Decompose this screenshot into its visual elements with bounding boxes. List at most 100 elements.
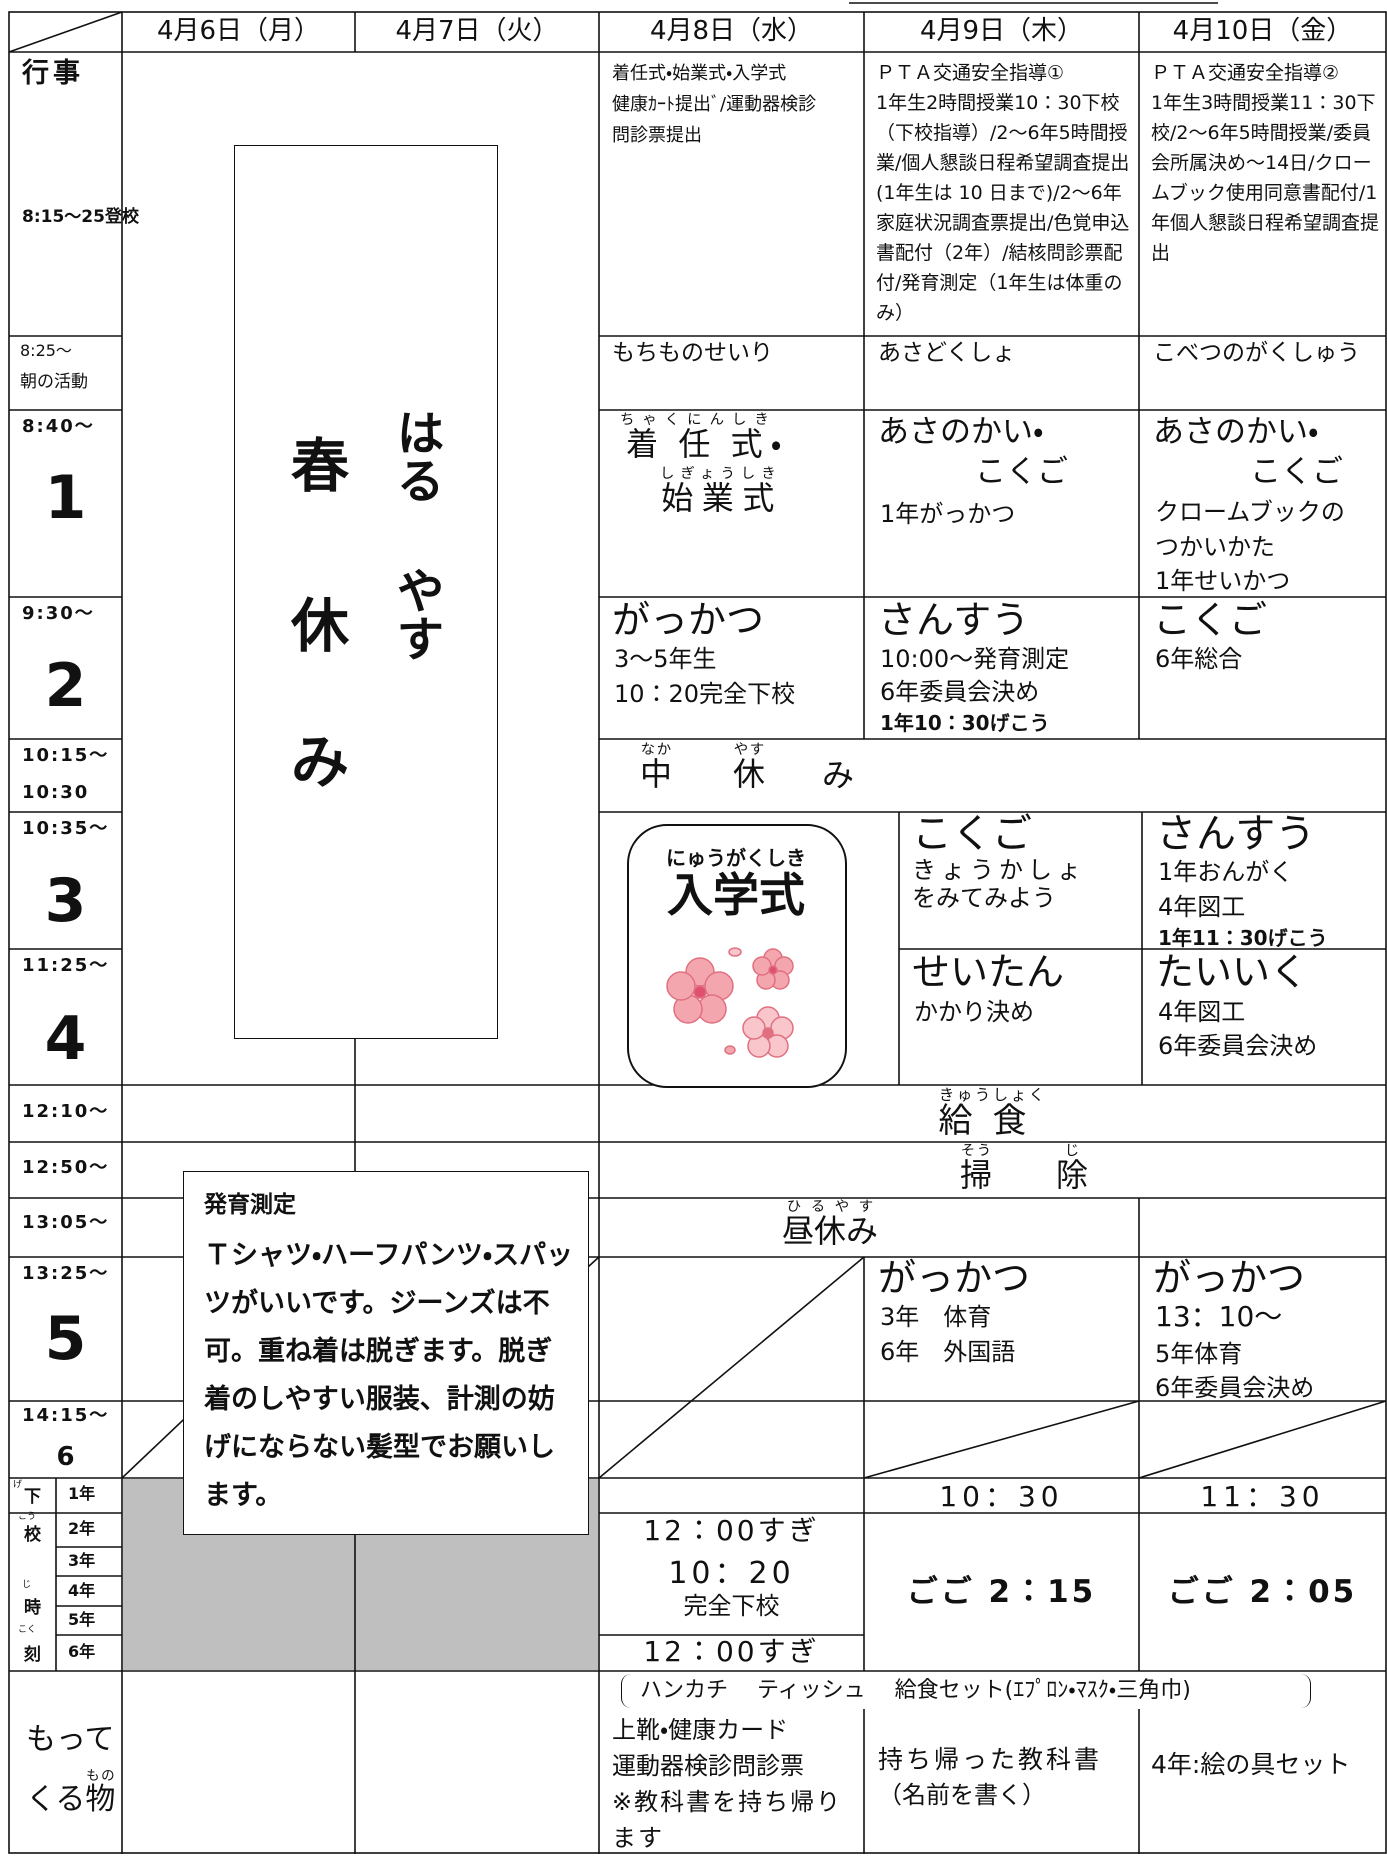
spring-break-ruby: やす (387, 566, 444, 662)
ruby: ちゃくにんしき (620, 412, 777, 428)
period-time: 13:25～ (22, 1263, 110, 1284)
break-time: 10:15～ (22, 745, 110, 766)
grade: 2年 (68, 1519, 96, 1538)
activity: つかいかた (1155, 533, 1275, 561)
row-label: 8:15～25登校 (22, 207, 139, 227)
lunch: 給食きゅうしょく (599, 1086, 1386, 1142)
text: ・ (770, 425, 790, 463)
event: ＰＴＡ交通安全指導① 1年生2時間授業10：30下校（下校指導）/2～6年5時間授… (876, 58, 1136, 328)
activity: 6年委員会決め (1155, 1374, 1315, 1402)
belongings-line: ※教科書を持ち帰ります (612, 1788, 843, 1852)
activity: 6年委員会決め (880, 678, 1040, 706)
subject: あさのかい・ (878, 414, 1044, 450)
subject: あさのかい・ (1153, 414, 1319, 450)
activity: きょうかしょ (912, 856, 1086, 884)
activity: 5年体育 (1155, 1340, 1243, 1368)
activity: 4年図工 (1158, 893, 1246, 921)
belongings-label: 物 (85, 1782, 116, 1817)
event-line: ＰＴＡ交通安全指導② (1151, 62, 1340, 84)
subject: たいいく (1156, 950, 1309, 994)
dismissal-time: 12：00すぎ (643, 1635, 820, 1668)
activity: こべつのがくしゅう (1153, 340, 1360, 366)
text: 中 (640, 755, 673, 793)
grade: 6年 (68, 1642, 96, 1661)
belongings-line: 運動器検診問診票 (612, 1752, 804, 1780)
belongings-label: くる物もの (26, 1768, 115, 1818)
date: 4月8日（水） (649, 16, 814, 46)
text: 掃 (960, 1156, 993, 1194)
activity: 6年委員会決め (1158, 1032, 1318, 1060)
period-time: 14:15～ (22, 1405, 110, 1426)
ruby: もの (85, 1768, 116, 1784)
ceremony-title: 入学式 (667, 868, 805, 922)
activity: もちものせいり (612, 340, 773, 366)
cleaning: 除じ (1056, 1143, 1088, 1194)
dismissal-label: 刻 (24, 1645, 41, 1665)
date: 4月10日（金） (1172, 16, 1353, 46)
event: 着任式・始業式・入学式 健康ｶｰﾄ提出ﾞ/運動器検診 問診票提出 (612, 58, 816, 151)
period-number: 5 (44, 1304, 87, 1374)
belongings: （名前を書く） (878, 1781, 1046, 1809)
grade: 5年 (68, 1610, 96, 1629)
dismissal-time: 11：30 (1200, 1480, 1325, 1513)
text: 着任式 (620, 425, 777, 463)
dismissal-time: ごご 2：05 (1167, 1574, 1358, 1610)
period-time: 9:30～ (22, 603, 95, 624)
dismissal-label: 校 (24, 1525, 41, 1545)
period-number: 1 (44, 463, 87, 533)
activity: 13：10～ (1155, 1300, 1283, 1333)
text: 食 (992, 1101, 1047, 1141)
period-time: 10:35～ (22, 818, 110, 839)
row-label: 8:25～ (20, 341, 72, 360)
dismissal-label: 下 (24, 1487, 41, 1507)
subject: こくご (975, 454, 1068, 490)
row-time: 12:50～ (22, 1157, 110, 1178)
date: 4月9日（木） (919, 16, 1084, 46)
event: ＰＴＡ交通安全指導② 1年生3時間授業11：30下校/2～6年5時間授業/委員会所… (1151, 58, 1383, 268)
spring-break: 休 (290, 592, 349, 660)
row-label: 朝の活動 (20, 372, 88, 392)
dismissal-label: 時 (24, 1598, 41, 1618)
belongings-label: もって (26, 1722, 115, 1757)
row-time: 13:05～ (22, 1212, 110, 1233)
activity: あさどくしょ (878, 340, 1016, 366)
dismissal-time: 12：00すぎ (643, 1514, 820, 1547)
ruby: ひるやす (782, 1199, 878, 1215)
dismissal-ruby: げ (13, 1480, 23, 1490)
activity: 10:00～発育測定 (880, 645, 1070, 673)
activity: 1年せいかつ (1155, 567, 1291, 595)
break: 休やす (733, 742, 765, 793)
dismissal-time: 完全下校 (683, 1592, 780, 1620)
note-title: 発育測定 (204, 1192, 296, 1218)
activity: かかり決め (914, 998, 1034, 1026)
text: 除 (1056, 1156, 1089, 1194)
event-line: 着任式・始業式・入学式 (612, 63, 787, 84)
ruby: きゅうしょく (938, 1086, 1047, 1104)
grade: 1年 (68, 1484, 96, 1503)
ruby: なか (640, 742, 672, 758)
activity: 6年 外国語 (880, 1338, 1016, 1366)
date: 4月7日（火） (395, 16, 559, 46)
dismissal-time: 10：30 (939, 1480, 1064, 1513)
row-time: 12:10～ (22, 1101, 110, 1122)
activity: 10：20完全下校 (614, 680, 796, 708)
activity: 4年図工 (1158, 998, 1246, 1026)
belongings: 上靴・健康カード 運動器検診問診票 ※教科書を持ち帰ります (612, 1712, 862, 1856)
dismissal-time: ごご 2：15 (906, 1574, 1097, 1610)
event-line: 健康ｶｰﾄ提出ﾞ/運動器検診 (612, 94, 817, 115)
belongings: 4年:絵の具セット (1151, 1750, 1351, 1779)
dismissal-time: 10：20 (668, 1556, 795, 1591)
subject: さんすう (1156, 811, 1316, 857)
text: 給 (938, 1101, 993, 1141)
activity: 3～5年生 (614, 645, 717, 673)
belongings-common: ハンカチ ティッシュ 給食セット(ｴﾌﾟﾛﾝ・ﾏｽｸ・三角巾) (621, 1674, 1311, 1708)
subject: がっかつ (878, 1256, 1031, 1300)
belongings: 持ち帰った教科書 (878, 1745, 1103, 1774)
cleaning: 掃そう (960, 1143, 992, 1194)
subject: こくご (912, 811, 1032, 857)
subject: こくご (1250, 454, 1343, 490)
note-box: 発育測定 Ｔシャツ・ハーフパンツ・スパッツがいいです。ジーンズは不可。重ね着は脱… (183, 1171, 589, 1535)
subject: がっかつ (1153, 1256, 1306, 1300)
period-number: 4 (44, 1004, 87, 1074)
